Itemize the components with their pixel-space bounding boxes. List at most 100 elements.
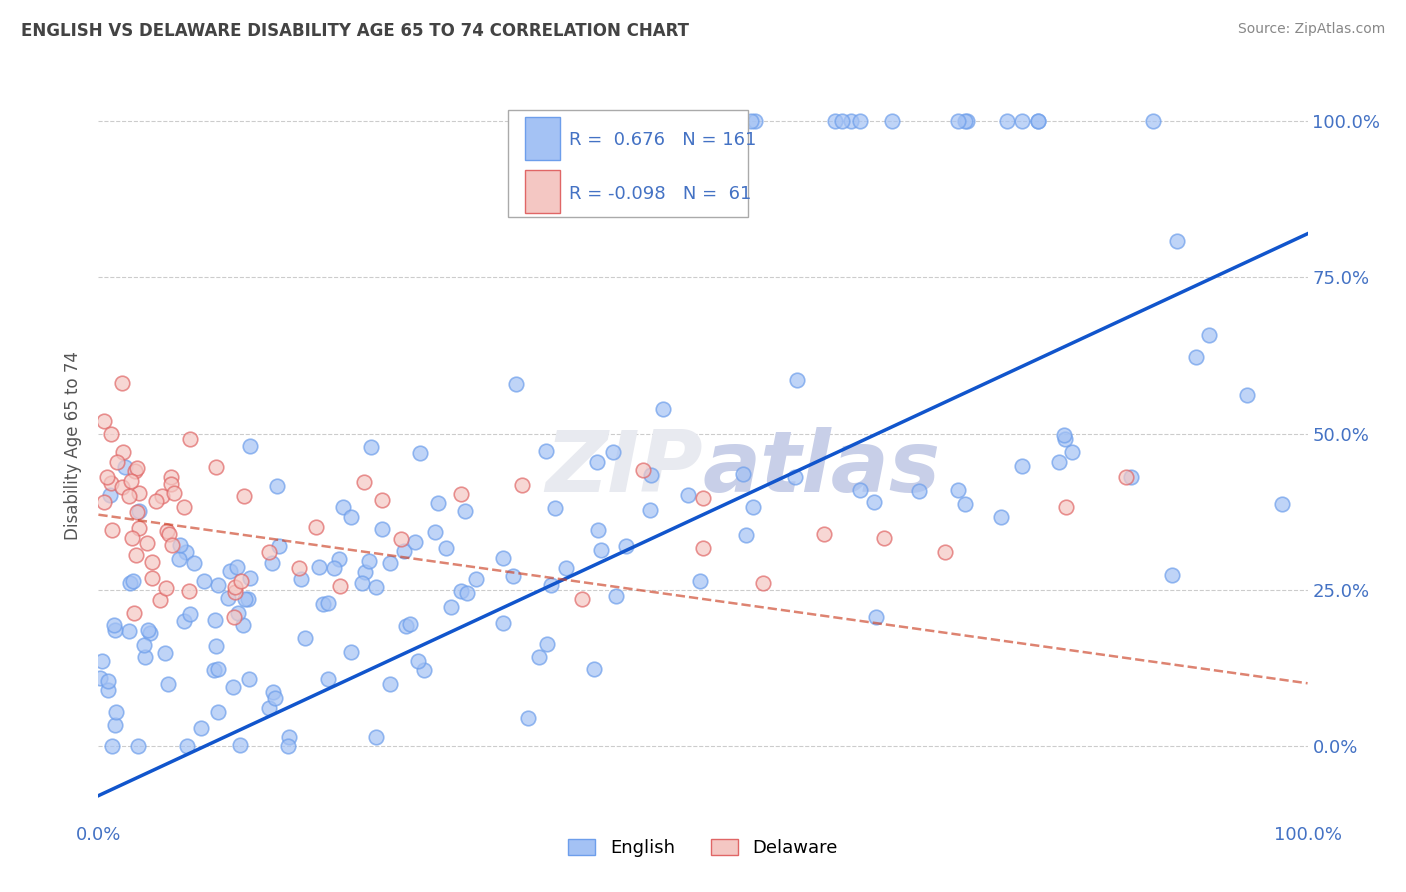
- Point: [150, 489, 173, 503]
- Point: [204, 459, 226, 474]
- Point: [100, 426, 122, 441]
- Point: [174, 545, 197, 559]
- Text: atlas: atlas: [703, 427, 941, 510]
- Point: [865, 609, 887, 624]
- Point: [159, 527, 181, 541]
- Point: [239, 571, 262, 585]
- Point: [540, 578, 562, 592]
- Point: [294, 631, 316, 645]
- Point: [118, 575, 141, 590]
- Point: [262, 684, 284, 698]
- Point: [205, 639, 228, 653]
- Point: [202, 664, 225, 678]
- Point: [605, 590, 627, 604]
- Point: [426, 496, 449, 510]
- Point: [312, 597, 335, 611]
- Point: [602, 444, 624, 458]
- Point: [160, 470, 183, 484]
- Point: [266, 478, 288, 492]
- Point: [89, 671, 111, 685]
- Point: [207, 578, 229, 592]
- Point: [706, 114, 728, 128]
- Point: [692, 541, 714, 555]
- Point: [364, 580, 387, 594]
- Point: [136, 623, 159, 637]
- Point: [492, 616, 515, 631]
- Text: ENGLISH VS DELAWARE DISABILITY AGE 65 TO 74 CORRELATION CHART: ENGLISH VS DELAWARE DISABILITY AGE 65 TO…: [21, 22, 689, 40]
- Point: [946, 483, 969, 497]
- Point: [257, 545, 280, 559]
- Point: [1026, 114, 1049, 128]
- Point: [520, 114, 543, 128]
- Point: [229, 574, 252, 589]
- Point: [454, 503, 477, 517]
- Point: [264, 690, 287, 705]
- Point: [156, 524, 179, 539]
- Point: [1047, 454, 1070, 468]
- Point: [104, 705, 127, 719]
- Point: [409, 445, 432, 459]
- Point: [238, 672, 260, 686]
- Point: [207, 662, 229, 676]
- Point: [742, 500, 765, 515]
- Point: [682, 114, 704, 128]
- Point: [370, 522, 392, 536]
- Point: [118, 624, 141, 638]
- Point: [236, 592, 259, 607]
- Point: [354, 565, 377, 579]
- Point: [502, 569, 524, 583]
- Point: [222, 680, 245, 694]
- Point: [267, 539, 290, 553]
- Point: [149, 592, 172, 607]
- Point: [357, 554, 380, 568]
- Point: [228, 606, 250, 620]
- Point: [340, 645, 363, 659]
- Point: [233, 592, 256, 607]
- Point: [990, 510, 1012, 524]
- Point: [536, 636, 558, 650]
- Point: [260, 557, 283, 571]
- Point: [322, 561, 344, 575]
- Point: [583, 114, 606, 128]
- Point: [155, 582, 177, 596]
- Point: [179, 432, 201, 446]
- Point: [141, 571, 163, 585]
- Point: [1142, 114, 1164, 128]
- Point: [718, 114, 741, 128]
- Point: [406, 654, 429, 668]
- Point: [122, 606, 145, 620]
- Point: [908, 483, 931, 498]
- Point: [676, 488, 699, 502]
- Point: [371, 493, 394, 508]
- Point: [100, 476, 122, 491]
- Point: [190, 721, 212, 735]
- Point: [1011, 114, 1033, 128]
- Point: [934, 545, 956, 559]
- Point: [101, 739, 124, 753]
- Point: [1184, 350, 1206, 364]
- Point: [155, 646, 177, 660]
- Point: [134, 650, 156, 665]
- Point: [125, 461, 148, 475]
- Point: [688, 114, 710, 128]
- Point: [614, 539, 637, 553]
- Legend: English, Delaware: English, Delaware: [561, 831, 845, 864]
- Point: [505, 377, 527, 392]
- Point: [399, 617, 422, 632]
- Point: [425, 525, 447, 540]
- Point: [1236, 388, 1258, 402]
- Point: [1011, 458, 1033, 473]
- Point: [735, 528, 758, 542]
- Point: [464, 572, 486, 586]
- Point: [125, 548, 148, 562]
- Point: [224, 580, 246, 594]
- Point: [225, 560, 247, 574]
- Point: [631, 463, 654, 477]
- Point: [117, 489, 139, 503]
- Point: [586, 454, 609, 468]
- Point: [229, 738, 252, 752]
- Point: [173, 500, 195, 514]
- Point: [586, 523, 609, 537]
- Point: [104, 623, 127, 637]
- Point: [1198, 328, 1220, 343]
